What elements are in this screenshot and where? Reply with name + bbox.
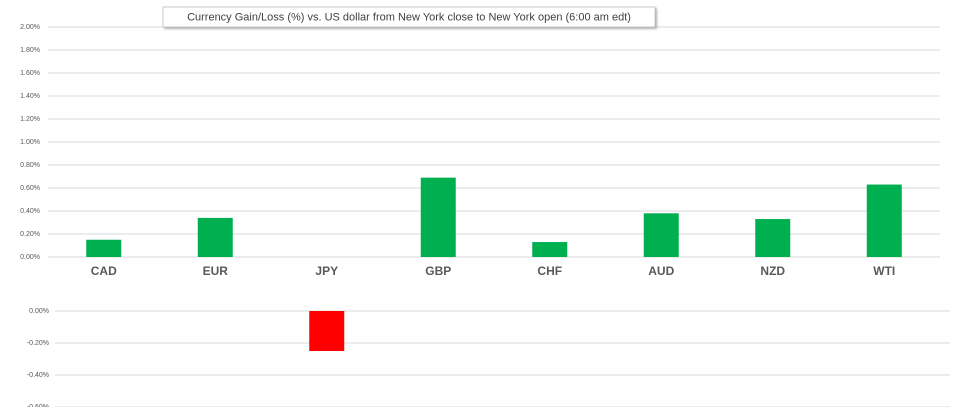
- y-tick-label: -0.40%: [27, 372, 49, 379]
- top-panel: 0.00% 0.20% 0.40% 0.60% 0.80% 1.00% 1.20% 1.40%…: [20, 24, 940, 278]
- x-tick-label: CHF: [537, 264, 562, 278]
- chart-title: Currency Gain/Loss (%) vs. US dollar fro…: [187, 11, 631, 23]
- y-tick-label: -0.20%: [27, 340, 49, 347]
- y-tick-label: 0.40%: [20, 208, 40, 215]
- y-tick-label: 0.80%: [20, 162, 40, 169]
- y-tick-label: 1.60%: [20, 70, 40, 77]
- y-tick-label: 0.20%: [20, 231, 40, 238]
- y-tick-label: 1.20%: [20, 116, 40, 123]
- bottom-panel: 0.00% -0.20% -0.40% -0.60%: [27, 308, 950, 407]
- x-tick-label: GBP: [425, 264, 451, 278]
- bar: [643, 213, 679, 257]
- y-tick-label: 2.00%: [20, 24, 40, 31]
- bar: [755, 219, 791, 257]
- bar: [309, 311, 345, 351]
- bar: [420, 177, 456, 257]
- bar: [86, 239, 122, 257]
- x-tick-label: CAD: [91, 264, 117, 278]
- x-tick-label: WTI: [873, 264, 895, 278]
- x-tick-label: NZD: [760, 264, 785, 278]
- bar: [197, 217, 233, 257]
- y-tick-label: 1.40%: [20, 93, 40, 100]
- x-tick-label: AUD: [648, 264, 674, 278]
- x-tick-label: JPY: [315, 264, 338, 278]
- bar: [532, 242, 568, 257]
- title-box: [162, 6, 656, 28]
- y-tick-label: 1.00%: [20, 139, 40, 146]
- y-tick-label: 0.00%: [20, 254, 40, 261]
- bar: [866, 184, 902, 257]
- y-tick-label: 0.00%: [29, 308, 49, 315]
- y-tick-label: 1.80%: [20, 47, 40, 54]
- y-tick-label: -0.60%: [27, 404, 49, 407]
- x-tick-label: EUR: [203, 264, 229, 278]
- y-tick-label: 0.60%: [20, 185, 40, 192]
